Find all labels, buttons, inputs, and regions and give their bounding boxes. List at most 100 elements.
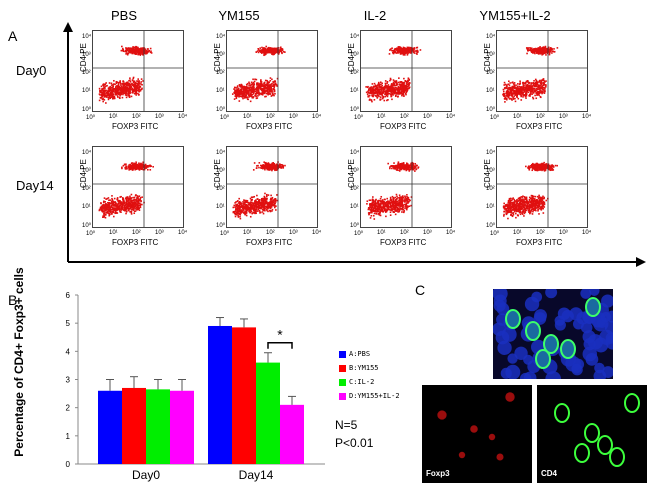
legend-swatch: [339, 393, 346, 400]
error-bar: [216, 317, 224, 326]
flow-plot-xtick: 10³: [289, 230, 298, 236]
flow-plot-xtick: 10²: [266, 230, 275, 236]
flow-plot-day14-3: [360, 146, 452, 228]
flow-plot-xtick: 10⁰: [220, 231, 230, 237]
bar-day14-2: [232, 327, 256, 464]
flow-plot-xtick: 10⁰: [86, 231, 96, 237]
flow-plot-ytick: 10¹: [486, 88, 495, 94]
flow-plot-xtick: 10⁰: [86, 115, 96, 121]
error-bar: [106, 379, 114, 391]
row-label-day0: Day0: [16, 63, 47, 78]
flow-plot-xlabel: FOXP3 FITC: [516, 238, 563, 247]
flow-plot-xtick: 10¹: [513, 114, 522, 120]
flow-plot-xtick: 10¹: [377, 230, 386, 236]
bar-chart-ytick-label: 3: [66, 376, 71, 385]
flow-plot-xlabel: FOXP3 FITC: [112, 122, 159, 131]
flow-plot-ytick: 10⁴: [486, 150, 496, 156]
flow-plot-xtick: 10⁴: [582, 114, 592, 120]
bar-chart: 0 1 2 3 4 5 6 Day0 Day14 *: [66, 291, 325, 482]
flow-plot-xtick: 10¹: [109, 114, 118, 120]
flow-plot-xtick: 10²: [400, 230, 409, 236]
condition-label-ym155-il2: YM155+IL-2: [479, 8, 551, 23]
flow-plot-xtick: 10²: [266, 114, 275, 120]
flow-plot-ytick: 10¹: [216, 88, 225, 94]
flow-plot-xtick: 10²: [400, 114, 409, 120]
flow-plot-xlabel: FOXP3 FITC: [246, 122, 293, 131]
flow-plot-xtick: 10³: [423, 114, 432, 120]
flow-plot-ytick: 10⁰: [216, 107, 226, 113]
legend-swatch: [339, 365, 346, 372]
panel-a-letter: A: [8, 28, 18, 44]
flow-plot-day14-4: [496, 146, 588, 228]
flow-plot-xlabel: FOXP3 FITC: [380, 122, 427, 131]
condition-label-pbs: PBS: [110, 8, 137, 23]
flow-plot-xtick: 10⁴: [446, 114, 456, 120]
condition-label-ym155: YM155: [218, 8, 260, 23]
flow-plot-ytick: 10³: [82, 52, 91, 58]
flow-plot-xtick: 10²: [536, 114, 545, 120]
flow-plot-ytick: 10⁴: [216, 34, 226, 40]
flow-plot-ytick: 10³: [216, 168, 225, 174]
flow-plot-ytick: 10²: [486, 70, 495, 76]
flow-plot-xlabel: FOXP3 FITC: [380, 238, 427, 247]
flow-plot-ytick: 10⁴: [82, 34, 92, 40]
error-bar: [240, 318, 248, 328]
legend-swatch: [339, 379, 346, 386]
error-bar: [154, 379, 162, 390]
bar-chart-ytick-label: 1: [66, 432, 71, 441]
flow-plot-day14-1: [92, 146, 184, 228]
flow-plot-ytick: 10²: [350, 186, 359, 192]
bar-day0-1: [98, 390, 122, 464]
flow-plot-xtick: 10¹: [243, 230, 252, 236]
flow-plot-ytick: 10¹: [82, 88, 91, 94]
flow-plot-ytick: 10²: [350, 70, 359, 76]
flow-plot-ytick: 10⁰: [350, 223, 360, 229]
flow-plot-xtick: 10³: [423, 230, 432, 236]
bar-chart-category-label: Day14: [239, 468, 274, 482]
flow-plot-ytick: 10³: [216, 52, 225, 58]
error-bar: [264, 352, 272, 363]
flow-plot-ytick: 10¹: [486, 204, 495, 210]
flow-plot-ytick: 10⁰: [486, 223, 496, 229]
flow-plot-xtick: 10¹: [513, 230, 522, 236]
flow-plot-ytick: 10⁴: [82, 150, 92, 156]
flow-plot-ytick: 10⁴: [350, 150, 360, 156]
flow-plot-xtick: 10⁴: [312, 230, 322, 236]
legend-label: D:YM155+IL-2: [349, 392, 400, 400]
legend-label: C:IL-2: [349, 378, 375, 386]
flow-plot-ytick: 10⁴: [216, 150, 226, 156]
panel-b-letter: B: [8, 292, 18, 308]
micrograph-foxp3: Foxp3: [422, 385, 532, 483]
flow-plot-xtick: 10⁴: [312, 114, 322, 120]
flow-plot-day0-3: [360, 30, 452, 112]
flow-plot-ytick: 10⁰: [486, 107, 496, 113]
flow-plot-xtick: 10¹: [243, 114, 252, 120]
bar-day14-4: [280, 404, 304, 464]
sample-size-note: N=5: [335, 418, 358, 432]
legend-label: B:YM155: [349, 364, 379, 372]
flow-plot-day0-4: [496, 30, 588, 112]
flow-plot-ytick: 10⁰: [82, 107, 92, 113]
flow-plot-xtick: 10³: [155, 114, 164, 120]
flow-plot-day0-2: [226, 30, 318, 112]
bar-chart-ytick-label: 6: [66, 291, 71, 300]
flow-plot-xtick: 10⁴: [178, 114, 188, 120]
flow-plot-xtick: 10³: [289, 114, 298, 120]
flow-plot-ytick: 10²: [216, 186, 225, 192]
flow-plot-ytick: 10²: [82, 186, 91, 192]
flow-plot-ytick: 10⁰: [82, 223, 92, 229]
flow-plot-ytick: 10³: [486, 168, 495, 174]
panel-a-axes-arrows: [63, 22, 646, 267]
flow-plot-xlabel: FOXP3 FITC: [112, 238, 159, 247]
panel-c-letter: C: [415, 282, 426, 298]
error-bar: [178, 379, 186, 391]
bar-chart-ytick-label: 2: [66, 404, 71, 413]
error-bar: [130, 376, 138, 388]
bar-chart-category-label: Day0: [132, 468, 160, 482]
bar-chart-ytick-label: 5: [66, 319, 71, 328]
bar-day0-3: [146, 389, 170, 464]
flow-plot-xtick: 10¹: [377, 114, 386, 120]
bar-day0-4: [170, 390, 194, 464]
flow-plot-ytick: 10⁴: [486, 34, 496, 40]
flow-plot-xtick: 10⁰: [220, 115, 230, 121]
